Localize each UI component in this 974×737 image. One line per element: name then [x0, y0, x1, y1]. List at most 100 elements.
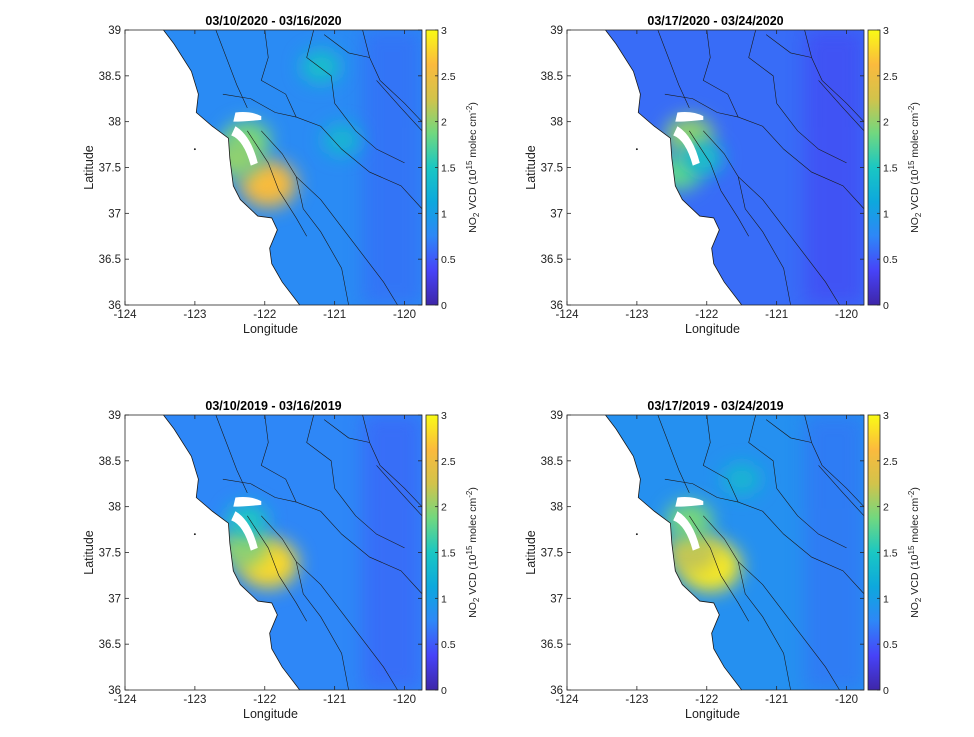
y-tick-label: 38.5 [541, 71, 563, 83]
x-tick-label: -123 [625, 309, 648, 321]
y-axis-label: Latitude [524, 145, 538, 190]
colorbar-tick-label: 1 [441, 593, 447, 605]
county-boundaries [215, 29, 423, 306]
x-tick-label: -120 [835, 309, 858, 321]
boundary-line [738, 116, 865, 209]
colorbar-tick-label: 2.5 [441, 71, 456, 83]
boundary-line [278, 190, 307, 237]
x-tick-label: -122 [253, 694, 276, 706]
y-tick-label: 38 [108, 117, 121, 129]
boundary-line [702, 414, 739, 503]
bay-water [233, 112, 262, 122]
panel-svg: -124 -123 -122 -121 -120 36 36.5 37 37.5 38 38.5 39… [82, 14, 481, 336]
panel-title: 03/10/2019 - 03/16/2019 [205, 399, 341, 413]
colorbar-label: NO2 VCD (1015 molec cm-2) [465, 487, 481, 618]
colorbar-label: NO2 VCD (1015 molec cm-2) [907, 487, 923, 618]
boundary-line [765, 34, 812, 58]
boundary-line [657, 29, 690, 109]
island-marker [193, 148, 196, 151]
y-tick-label: 36.5 [541, 254, 563, 266]
boundary-line [260, 414, 297, 503]
boundary-line [222, 478, 297, 503]
panel-title: 03/10/2020 - 03/16/2020 [205, 14, 341, 28]
boundary-line [703, 515, 840, 691]
map-panel-2: -124 -123 -122 -121 -120 36 36.5 37 37.5 38 38.5 39… [512, 10, 923, 350]
boundary-line [737, 176, 791, 306]
boundary-line [334, 103, 405, 164]
boundary-line [776, 488, 847, 549]
x-tick-label: -124 [555, 694, 579, 706]
boundary-line [703, 130, 840, 306]
colorbar-tick-label: 1.5 [883, 548, 898, 560]
y-tick-label: 38 [550, 502, 563, 514]
no2-hotspot [226, 503, 268, 538]
boundary-line [776, 103, 847, 164]
x-tick-label: -121 [765, 309, 788, 321]
bay-water [231, 126, 258, 166]
boundary-line [664, 93, 739, 118]
colorbar-tick-label: 0 [441, 685, 447, 697]
y-tick-label: 39 [108, 410, 121, 422]
boundary-line [818, 465, 865, 517]
boundary-line [323, 419, 370, 443]
colorbar-tick-label: 2 [441, 117, 447, 129]
y-axis-label: Latitude [82, 145, 96, 190]
x-tick-label: -124 [555, 309, 579, 321]
panel-svg: -124 -123 -122 -121 -120 36 36.5 37 37.5 38 38.5 39… [524, 399, 923, 721]
county-boundaries [215, 414, 423, 691]
x-tick-label: -120 [393, 694, 416, 706]
boundary-line [261, 515, 398, 691]
boundary-line [306, 29, 335, 104]
x-tick-label: -122 [253, 309, 276, 321]
colorbar-tick-label: 3 [883, 25, 889, 37]
colorbar-tick-label: 3 [441, 25, 447, 37]
bay-water [231, 511, 258, 551]
y-tick-label: 37.5 [99, 163, 121, 175]
boundary-line [664, 478, 739, 503]
colorbar-tick-label: 2.5 [883, 71, 898, 83]
boundary-line [215, 29, 248, 109]
bay-water [675, 112, 704, 122]
eastern-low-region [804, 415, 864, 690]
y-tick-label: 37 [108, 593, 121, 605]
colorbar-tick-label: 2 [441, 502, 447, 514]
boundary-line [261, 130, 398, 306]
boundary-line [296, 501, 423, 594]
x-axis-label: Longitude [685, 707, 740, 721]
boundary-line [222, 93, 297, 118]
boundary-line [689, 515, 722, 576]
boundary-line [720, 575, 749, 622]
boundary-line [765, 419, 812, 443]
x-tick-label: -122 [695, 694, 718, 706]
colorbar-tick-label: 0.5 [883, 254, 898, 266]
boundary-line [804, 29, 865, 122]
colorbar-tick-label: 1.5 [883, 163, 898, 175]
x-tick-label: -121 [323, 309, 346, 321]
y-tick-label: 38.5 [99, 71, 121, 83]
island-marker [635, 533, 638, 536]
boundary-line [737, 561, 791, 691]
y-tick-label: 36.5 [99, 639, 121, 651]
colorbar-tick-label: 0 [883, 685, 889, 697]
boundary-line [689, 130, 722, 191]
y-tick-label: 36.5 [99, 254, 121, 266]
colorbar-tick-label: 0.5 [441, 254, 456, 266]
boundary-line [748, 29, 777, 104]
boundary-line [295, 176, 349, 306]
colorbar-tick-label: 2 [883, 117, 889, 129]
x-tick-label: -124 [113, 694, 137, 706]
coastline [163, 29, 301, 306]
y-tick-label: 39 [550, 25, 563, 37]
colorbar-tick-label: 3 [441, 410, 447, 422]
coastline [605, 414, 743, 691]
map-panel-1: -124 -123 -122 -121 -120 36 36.5 37 37.5 38 38.5 39… [70, 10, 481, 350]
eastern-low-region [362, 415, 422, 690]
y-tick-label: 37.5 [541, 548, 563, 560]
y-tick-label: 39 [108, 25, 121, 37]
boundary-line [818, 80, 865, 132]
y-tick-label: 36 [108, 300, 121, 312]
boundary-line [748, 414, 777, 489]
y-tick-label: 38 [108, 502, 121, 514]
y-axis-label: Latitude [524, 530, 538, 575]
